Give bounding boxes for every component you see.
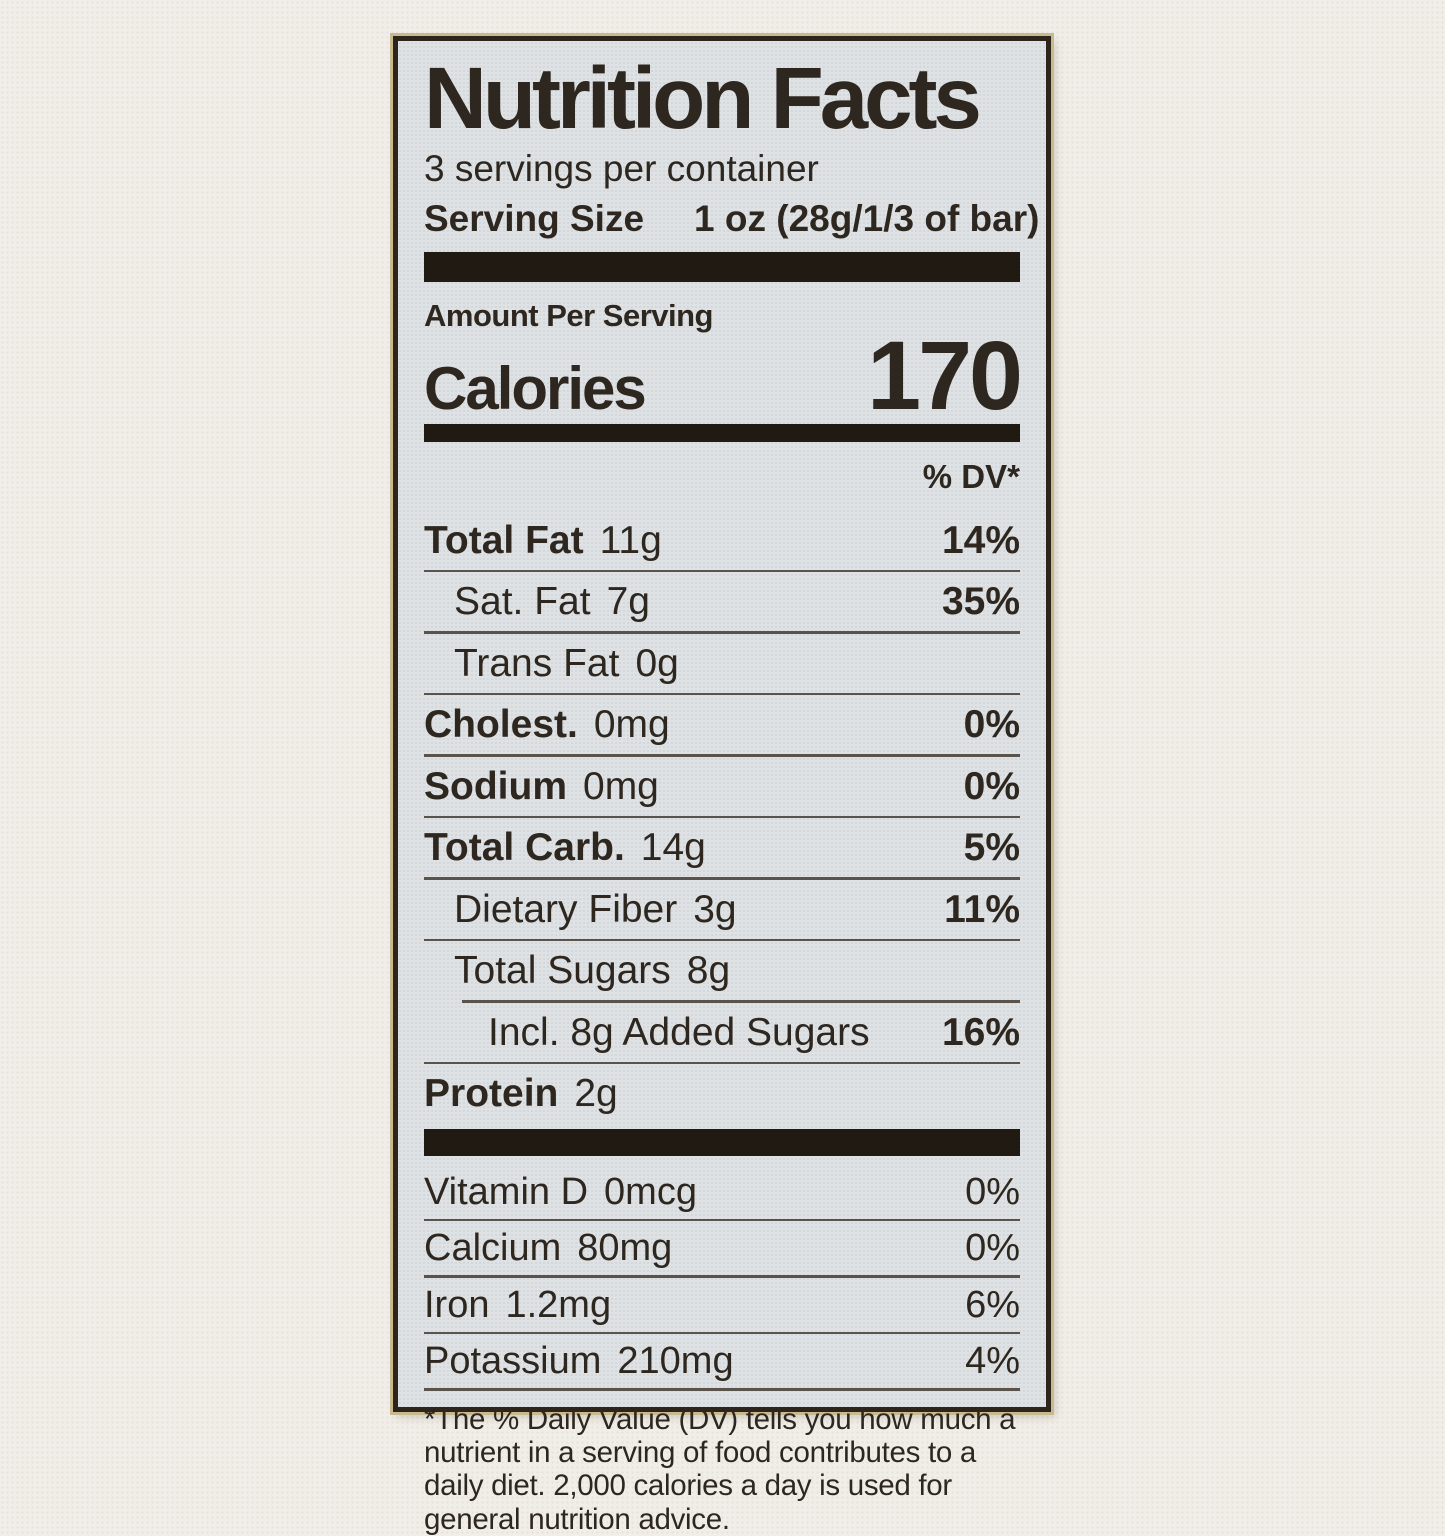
nutrient-name: Vitamin D xyxy=(424,1170,589,1213)
row-divider xyxy=(424,1331,1020,1335)
calories-label: Calories xyxy=(424,355,647,423)
nutrient-name: Potassium xyxy=(424,1340,602,1383)
nutrient-amount: 3g xyxy=(693,887,737,931)
footnote-text: *The % Daily Value (DV) tells you how mu… xyxy=(424,1402,1016,1536)
row-divider xyxy=(424,631,1020,634)
nutrient-amount: 0mg xyxy=(583,764,659,808)
vitamin-row: Iron 1.2mg 6% xyxy=(424,1275,1020,1332)
row-content: Iron 1.2mg 6% xyxy=(424,1278,1020,1332)
nutrient-amount: 14g xyxy=(640,826,706,870)
nutrient-daily-value: 0% xyxy=(965,1227,1020,1270)
amount-per-serving-label: Amount Per Serving xyxy=(424,298,714,334)
row-divider xyxy=(424,1275,1020,1278)
calories-row: Calories 170 xyxy=(424,321,1023,431)
row-content: Cholest. 0mg 0% xyxy=(424,695,1020,754)
nutrient-amount: 80mg xyxy=(577,1227,673,1270)
row-content: Dietary Fiber 3g 11% xyxy=(424,880,1020,939)
row-divider xyxy=(424,692,1020,696)
nutrient-amount: 11g xyxy=(599,518,662,562)
nutrient-row: Cholest. 0mg 0% xyxy=(424,692,1020,755)
row-divider xyxy=(462,1000,1020,1003)
nutrient-name: Trans Fat xyxy=(454,641,620,685)
nutrient-amount: 0mcg xyxy=(604,1170,697,1213)
nutrient-row: Protein 2g xyxy=(424,1061,1020,1124)
nutrient-daily-value: 5% xyxy=(963,826,1020,870)
nutrient-amount: 0g xyxy=(635,641,679,685)
row-content: Sodium 0mg 0% xyxy=(424,757,1020,816)
divider-bar-thick xyxy=(424,252,1020,283)
row-divider xyxy=(424,754,1020,757)
nutrient-daily-value: 0% xyxy=(963,764,1020,808)
row-content: Total Carb. 14g 5% xyxy=(424,818,1020,877)
nutrient-row: Dietary Fiber 3g 11% xyxy=(424,877,1020,939)
row-divider xyxy=(424,938,1020,942)
nutrient-daily-value: 16% xyxy=(941,1010,1020,1054)
nutrient-daily-value: 0% xyxy=(963,703,1020,747)
nutrient-name: Iron xyxy=(424,1283,490,1326)
nutrient-name: Dietary Fiber xyxy=(454,887,678,931)
row-content: Potassium 210mg 4% xyxy=(424,1334,1020,1388)
nutrient-amount: 8g xyxy=(686,949,731,993)
calories-value: 170 xyxy=(867,321,1023,431)
nutrient-amount: 0mg xyxy=(593,703,670,747)
divider-bar-bottom xyxy=(424,1129,1020,1157)
nutrient-name: Incl. 8g Added Sugars xyxy=(488,1010,870,1054)
nutrient-row: Trans Fat 0g xyxy=(424,631,1020,693)
nutrient-daily-value: 11% xyxy=(944,887,1020,931)
servings-per-container: 3 servings per container xyxy=(424,147,819,189)
nutrient-daily-value: 4% xyxy=(965,1340,1020,1383)
row-divider xyxy=(424,815,1020,819)
nutrient-name: Total Sugars xyxy=(454,949,671,993)
nutrient-row: Total Sugars 8g xyxy=(424,938,1020,1001)
nutrition-facts-label: Nutrition Facts 3 servings per container… xyxy=(393,36,1051,1536)
label-inner: Nutrition Facts 3 servings per container… xyxy=(398,41,1046,1536)
nutrient-daily-value: 14% xyxy=(941,518,1020,562)
nutrient-row: Total Fat 11g 14% xyxy=(424,508,1020,570)
row-divider xyxy=(424,1218,1020,1222)
nutrient-name: Sat. Fat xyxy=(454,580,591,624)
nutrient-row: Sat. Fat 7g 35% xyxy=(424,569,1020,632)
nutrient-name: Total Fat xyxy=(424,518,584,562)
row-content: Trans Fat 0g xyxy=(424,634,1020,693)
nutrient-row: Incl. 8g Added Sugars 16% xyxy=(424,1000,1020,1062)
serving-size-row: Serving Size 1 oz (28g/1/3 of bar) xyxy=(424,198,1039,240)
row-divider xyxy=(424,877,1020,880)
nutrient-name: Sodium xyxy=(424,764,567,808)
row-divider xyxy=(424,1061,1020,1065)
row-content: Total Sugars 8g xyxy=(424,941,1020,1000)
nutrient-daily-value: 35% xyxy=(941,580,1020,624)
nutrient-name: Calcium xyxy=(424,1227,562,1270)
nutrient-name: Protein xyxy=(424,1072,559,1116)
nutrient-daily-value: 0% xyxy=(965,1170,1020,1213)
serving-size-value: 1 oz (28g/1/3 of bar) xyxy=(694,198,1040,240)
nutrient-amount: 210mg xyxy=(617,1340,734,1383)
footnote-divider xyxy=(424,1388,1020,1391)
divider-bar-medium xyxy=(424,424,1020,443)
nutrient-amount: 2g xyxy=(574,1072,618,1116)
vitamin-row: Calcium 80mg 0% xyxy=(424,1218,1020,1276)
nutrient-amount: 7g xyxy=(606,580,650,624)
nutrient-name: Total Carb. xyxy=(424,826,625,870)
row-content: Calcium 80mg 0% xyxy=(424,1221,1020,1275)
row-divider xyxy=(424,569,1020,573)
vitamin-row: Vitamin D 0mcg 0% xyxy=(424,1162,1020,1219)
label-title: Nutrition Facts xyxy=(424,50,982,147)
row-content: Vitamin D 0mcg 0% xyxy=(424,1165,1020,1219)
nutrient-amount: 1.2mg xyxy=(505,1283,612,1326)
nutrient-daily-value: 6% xyxy=(965,1283,1020,1326)
row-content: Sat. Fat 7g 35% xyxy=(424,572,1020,631)
vitamin-rows: Vitamin D 0mcg 0% Calcium 80mg 0% Iron 1.2mg 6% P… xyxy=(424,1162,1020,1388)
serving-size-label: Serving Size xyxy=(424,198,645,240)
nutrient-rows: Total Fat 11g 14% Sat. Fat 7g 35% Trans Fat 0g C… xyxy=(424,508,1020,1123)
vitamin-row: Potassium 210mg 4% xyxy=(424,1331,1020,1389)
nutrient-row: Sodium 0mg 0% xyxy=(424,754,1020,816)
nutrient-name: Cholest. xyxy=(424,703,578,747)
row-content: Incl. 8g Added Sugars 16% xyxy=(424,1003,1020,1062)
nutrient-row: Total Carb. 14g 5% xyxy=(424,815,1020,878)
daily-value-header: % DV* xyxy=(922,458,1020,496)
row-content: Total Fat 11g 14% xyxy=(424,511,1020,570)
row-content: Protein 2g xyxy=(424,1064,1020,1123)
